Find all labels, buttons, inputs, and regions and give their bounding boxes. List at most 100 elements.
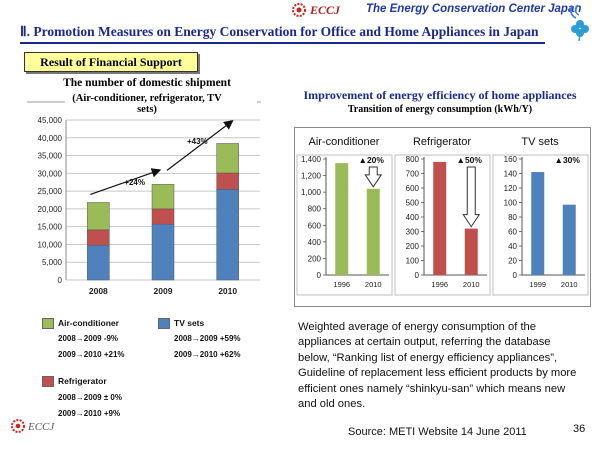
bar-refrigerator-2008 — [87, 229, 110, 246]
y-tick-label-tv: 80 — [508, 213, 517, 222]
header-org-abbr: ECCJ — [310, 3, 341, 17]
y-tick-label: 45,000 — [38, 116, 63, 125]
header-org-name: The Energy Conservation Center Japan — [366, 3, 582, 15]
y-tick-label-aircon: 1,000 — [301, 188, 322, 197]
efficiency-bar-charts: Air-conditioner02004006008001,0001,2001,… — [296, 136, 589, 296]
panel-title-aircon: Air-conditioner — [309, 136, 380, 148]
x-tick-label-fridge: 1996 — [431, 280, 448, 289]
x-tick-label: 2010 — [218, 286, 237, 296]
legend-swatch-tv — [158, 318, 170, 329]
x-tick-label-fridge: 2010 — [463, 280, 480, 289]
shipment-stacked-bar-chart: 0 5,000 10,000 15,000 20,000 25,000 30,000 35,0… — [38, 116, 260, 296]
y-tick-label: 30,000 — [38, 169, 63, 178]
y-tick-label-tv: 120 — [504, 184, 518, 193]
bar-tv-2010 — [562, 204, 576, 275]
y-tick-label-fridge: 300 — [406, 228, 420, 237]
growth-label-1: +24% — [124, 178, 145, 187]
y-tick-label-tv: 40 — [508, 242, 517, 251]
panel-title-fridge: Refrigerator — [413, 136, 471, 148]
y-tick-label-tv: 100 — [504, 199, 518, 208]
legend-swatch-aircon — [42, 318, 54, 329]
legend-note-aircon-1: 2008→2009 -9% — [58, 334, 119, 343]
right-chart-subtitle: Transition of energy consumption (kWh/Y) — [347, 104, 533, 115]
y-tick-label: 10,000 — [38, 240, 63, 249]
y-tick-label: 15,000 — [38, 223, 63, 232]
y-tick-label-tv: 160 — [504, 155, 518, 164]
reduction-label-aircon: ▲20% — [359, 155, 385, 165]
y-tick-label: 35,000 — [38, 152, 63, 161]
footer-eccj-logo-icon — [11, 419, 25, 433]
y-tick-label-aircon: 1,400 — [301, 155, 322, 164]
bar-air-conditioner-2010 — [216, 143, 239, 174]
y-tick-label-fridge: 500 — [406, 199, 420, 208]
panel-frame-aircon — [296, 154, 393, 296]
x-tick-label-aircon: 2010 — [365, 280, 382, 289]
y-tick-label-tv: 20 — [508, 257, 517, 266]
left-chart-subtitle: (Air-conditioner, refrigerator, TV sets) — [72, 93, 222, 115]
y-tick-label-fridge: 700 — [406, 170, 420, 179]
eccj-logo-icon — [292, 3, 306, 17]
legend-label-fridge: Refrigerator — [58, 376, 107, 386]
bar-aircon-2010 — [366, 188, 380, 275]
x-tick-label-tv: 2010 — [561, 280, 578, 289]
y-tick-label-aircon: 600 — [308, 221, 322, 230]
y-tick-label: 5,000 — [42, 258, 63, 267]
bar-tv-sets-2009 — [151, 223, 175, 281]
y-tick-label-fridge: 800 — [406, 155, 420, 164]
x-tick-label: 2008 — [89, 286, 108, 296]
source-note: Source: METI Website 14 June 2011 — [348, 426, 527, 438]
panel-title-tv: TV sets — [521, 136, 559, 148]
bar-fridge-1996 — [433, 161, 447, 275]
reduction-label-fridge: ▲50% — [457, 155, 483, 165]
y-tick-label: 25,000 — [38, 187, 63, 196]
left-chart-title: The number of domestic shipment — [63, 77, 231, 89]
clover-logo-icon — [569, 4, 589, 42]
y-tick-label: 40,000 — [38, 134, 63, 143]
bar-air-conditioner-2008 — [87, 202, 110, 231]
y-tick-label-aircon: 200 — [308, 254, 322, 263]
reduction-label-tv: ▲30% — [555, 155, 581, 165]
y-tick-label: 20,000 — [38, 205, 63, 214]
legend-note-fridge-2: 2009→2010 +9% — [58, 409, 121, 418]
down-arrow-icon — [364, 166, 383, 188]
y-tick-label-aircon: 800 — [308, 205, 322, 214]
bar-air-conditioner-2009 — [151, 184, 175, 210]
legend-note-tv-1: 2008→2009 +59% — [174, 334, 241, 343]
legend-swatch-fridge — [42, 376, 54, 387]
y-tick-label-tv: 140 — [504, 170, 518, 179]
bar-refrigerator-2009 — [151, 208, 175, 225]
y-tick-label-fridge: 200 — [406, 242, 420, 251]
y-tick-label-aircon: 1,200 — [301, 172, 322, 181]
bar-tv-1999 — [531, 172, 545, 275]
efficiency-panel — [294, 127, 591, 307]
bar-tv-sets-2008 — [87, 244, 110, 281]
bar-refrigerator-2010 — [216, 172, 239, 190]
y-tick-label-fridge: 600 — [406, 184, 420, 193]
page-number: 36 — [573, 423, 586, 435]
footer-org-abbr: ECCJ — [28, 421, 55, 433]
x-tick-label: 2009 — [154, 286, 173, 296]
page-title: Ⅱ. Promotion Measures on Energy Conserva… — [20, 24, 539, 39]
y-tick-label-fridge: 400 — [406, 213, 420, 222]
left-chart-bracket — [27, 101, 261, 103]
y-tick-label-aircon: 400 — [308, 238, 322, 247]
bar-tv-sets-2010 — [216, 189, 239, 281]
growth-label-2: +43% — [187, 137, 208, 146]
explanation-text: Weighted average of energy consumption o… — [298, 321, 577, 411]
down-arrow-icon — [462, 166, 481, 228]
legend-note-fridge-1: 2008→2009 ± 0% — [58, 393, 122, 402]
legend-label-aircon: Air-conditioner — [58, 318, 119, 328]
y-tick-label-tv: 0 — [513, 271, 518, 280]
x-tick-label-tv: 1999 — [529, 280, 546, 289]
y-tick-label-fridge: 100 — [406, 257, 420, 266]
y-tick-label-fridge: 0 — [415, 271, 420, 280]
panel-frame-tv — [492, 154, 589, 296]
x-tick-label-aircon: 1996 — [333, 280, 350, 289]
growth-arrow-1 — [90, 168, 162, 196]
title-underline — [20, 42, 545, 44]
bar-aircon-1996 — [335, 163, 349, 275]
legend-label-tv: TV sets — [174, 318, 205, 328]
y-tick-label: 0 — [58, 276, 63, 285]
growth-arrow-2 — [166, 120, 234, 171]
bar-fridge-2010 — [464, 228, 478, 275]
